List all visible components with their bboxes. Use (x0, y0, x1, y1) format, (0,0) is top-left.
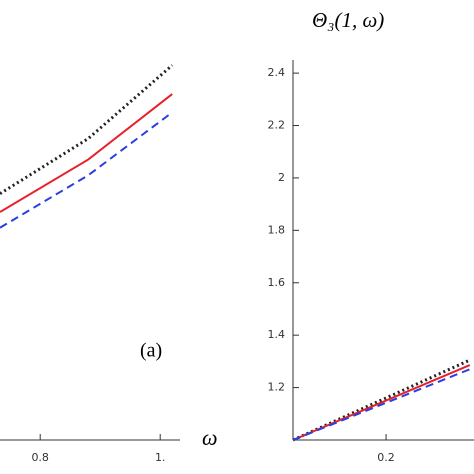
data-line (0, 111, 173, 229)
x-axis-label: ω (202, 425, 218, 450)
annotation: (a) (140, 340, 162, 362)
data-line (292, 358, 471, 442)
y-tick-label: 2.2 (268, 119, 286, 132)
y-axis-label: Θ₃(1, ω) (312, 8, 384, 32)
x-tick-label: 0.8 (31, 451, 49, 464)
y-tick-label: 2 (278, 171, 285, 184)
data-line (292, 368, 471, 441)
y-tick-label: 2.4 (268, 66, 286, 79)
y-tick-label: 1.4 (268, 328, 286, 341)
data-line (0, 93, 173, 213)
y-tick-label: 1.6 (268, 276, 286, 289)
data-line (0, 64, 174, 195)
x-tick-label: 0.2 (377, 451, 395, 464)
x-tick-label: 1. (155, 451, 166, 464)
y-tick-label: 1.8 (268, 223, 286, 236)
y-tick-label: 1.2 (268, 381, 286, 394)
